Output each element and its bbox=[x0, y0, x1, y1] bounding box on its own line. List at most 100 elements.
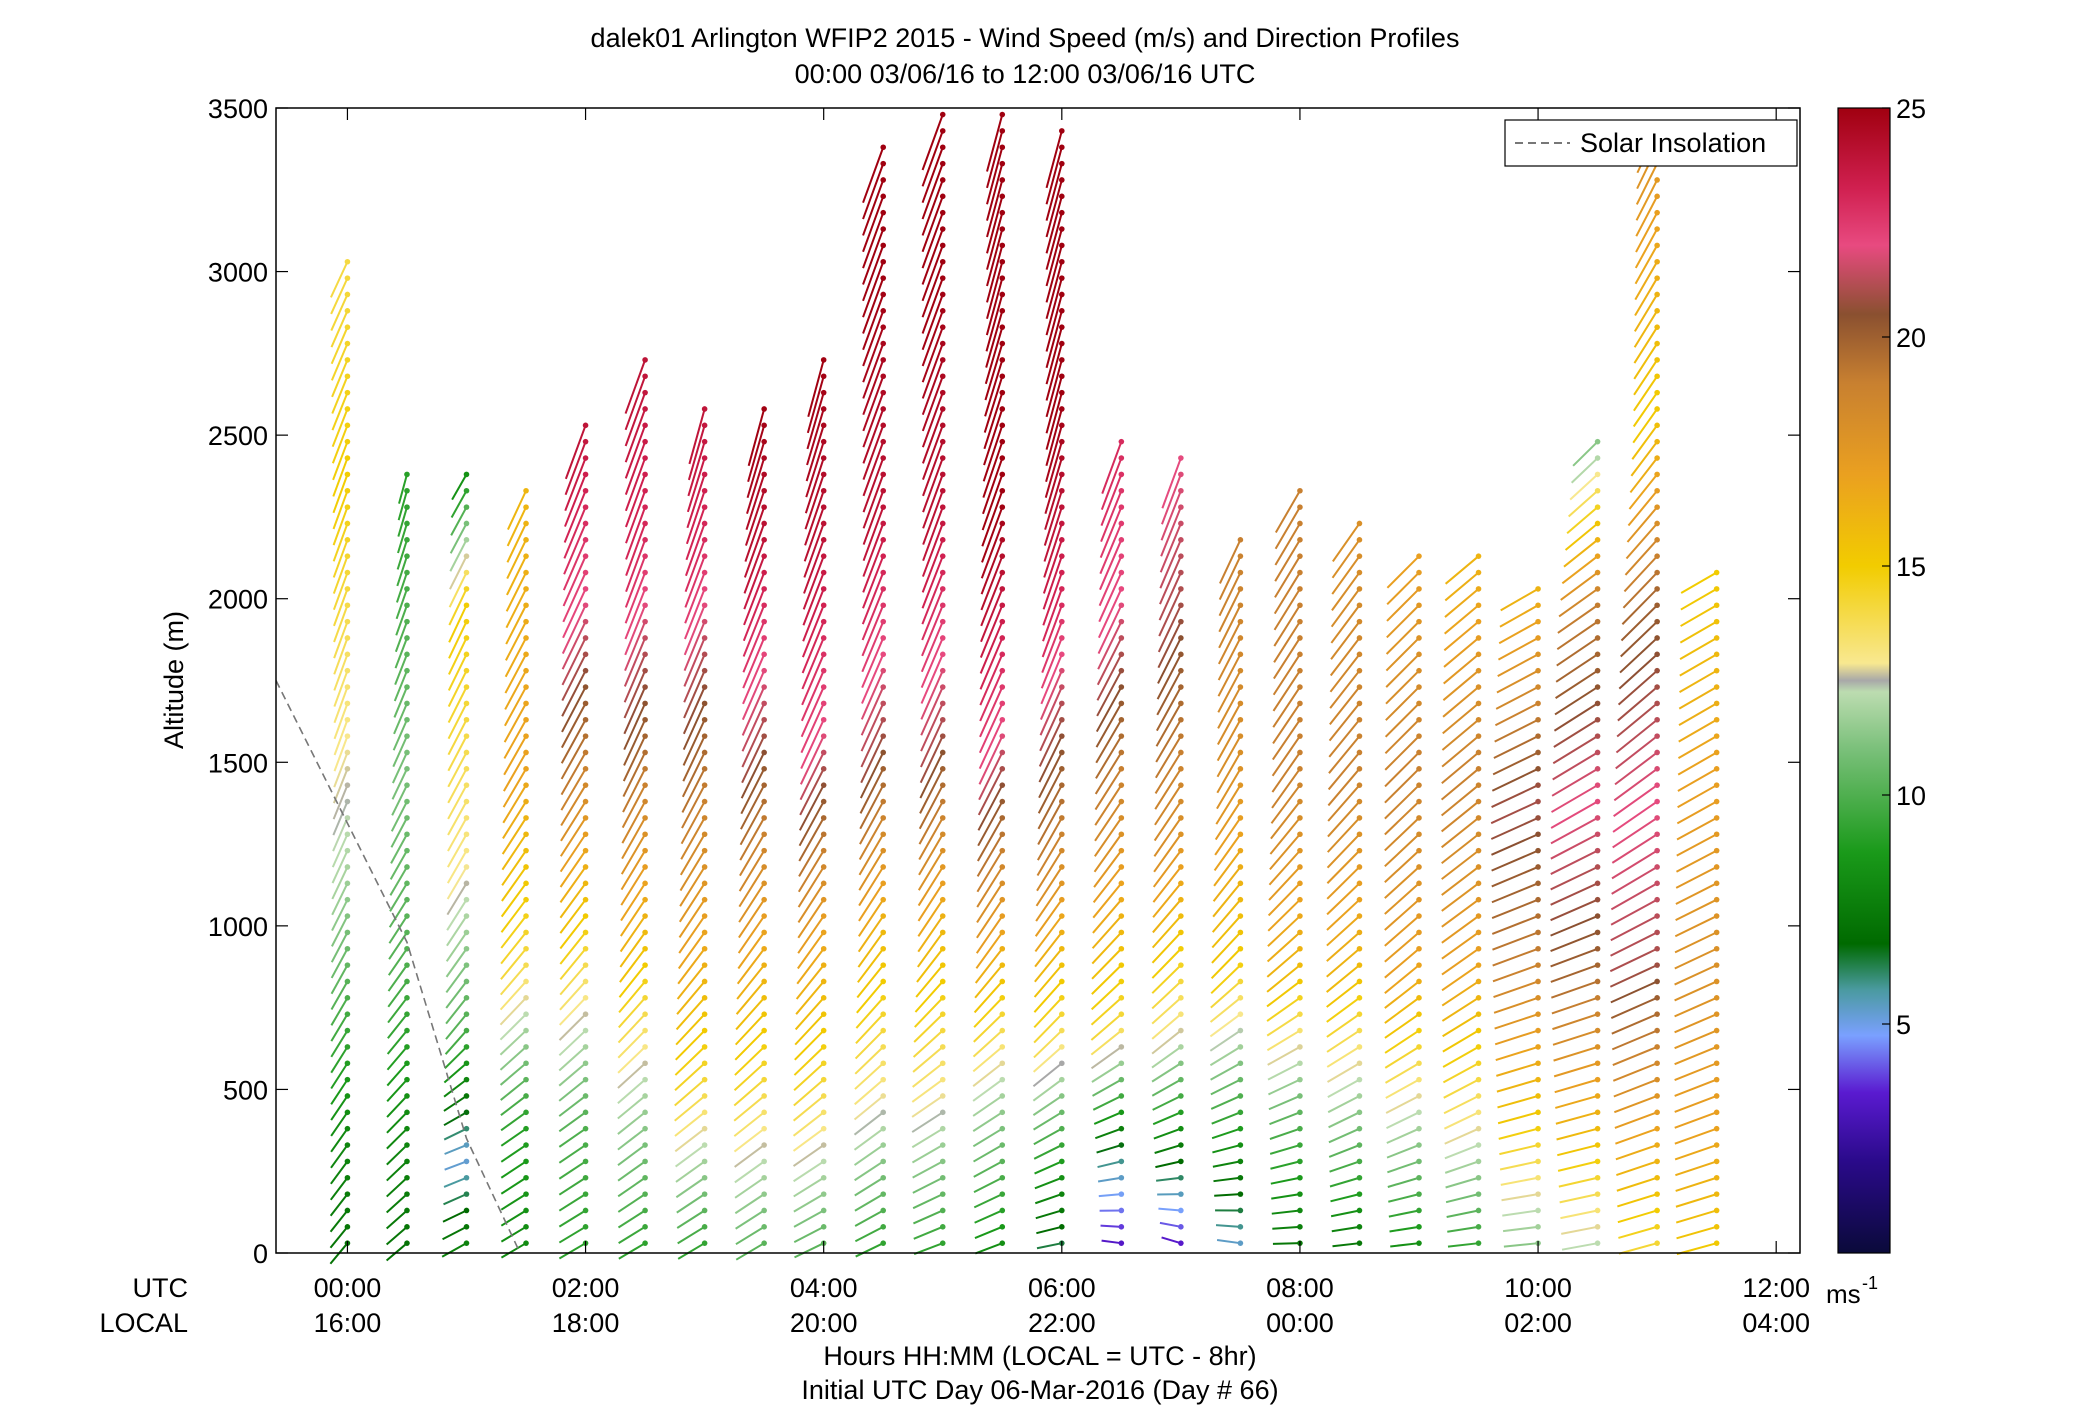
wind-vector bbox=[1494, 702, 1539, 727]
wind-point bbox=[1356, 1142, 1363, 1148]
wind-vector bbox=[449, 555, 468, 590]
wind-point bbox=[1178, 733, 1184, 739]
wind-vector bbox=[1491, 784, 1539, 808]
wind-vector bbox=[624, 408, 647, 463]
wind-vector bbox=[1611, 849, 1658, 880]
wind-point bbox=[999, 111, 1006, 118]
wind-point bbox=[1475, 880, 1482, 887]
wind-point bbox=[939, 1142, 946, 1148]
wind-vector bbox=[1271, 768, 1301, 809]
wind-point bbox=[880, 487, 887, 494]
wind-vector bbox=[1152, 1111, 1182, 1126]
wind-point bbox=[642, 913, 648, 919]
wind-point bbox=[761, 1011, 767, 1017]
wind-point bbox=[1059, 1109, 1065, 1116]
wind-vector bbox=[559, 948, 587, 980]
wind-point bbox=[1118, 602, 1125, 609]
wind-point bbox=[939, 1125, 946, 1132]
x-tick-label-local: 00:00 bbox=[1266, 1308, 1334, 1338]
wind-point bbox=[1713, 782, 1720, 788]
wind-vector bbox=[386, 1127, 408, 1150]
wind-vector bbox=[623, 686, 647, 735]
wind-point bbox=[523, 945, 529, 952]
wind-vector bbox=[1441, 980, 1480, 1007]
wind-vector bbox=[1610, 931, 1658, 957]
wind-point bbox=[1713, 880, 1720, 887]
wind-vector bbox=[1158, 572, 1182, 621]
wind-point bbox=[344, 389, 351, 396]
wind-point bbox=[582, 422, 589, 429]
wind-point bbox=[523, 602, 529, 609]
wind-vector bbox=[799, 768, 825, 816]
wind-point bbox=[582, 1011, 589, 1017]
wind-point bbox=[1118, 487, 1125, 494]
wind-point bbox=[1713, 798, 1720, 805]
wind-point bbox=[523, 1060, 529, 1067]
wind-vector bbox=[560, 784, 587, 827]
wind-point bbox=[1297, 1224, 1303, 1230]
wind-vector bbox=[1556, 637, 1599, 667]
wind-point bbox=[820, 1191, 827, 1197]
wind-vector bbox=[1328, 719, 1361, 758]
wind-vector bbox=[976, 833, 1004, 877]
wind-point bbox=[820, 896, 827, 903]
wind-point bbox=[880, 586, 887, 592]
wind-point bbox=[344, 896, 351, 903]
wind-point bbox=[1713, 1142, 1720, 1148]
wind-vector bbox=[741, 702, 766, 752]
wind-point bbox=[404, 586, 410, 592]
wind-point bbox=[701, 1044, 708, 1050]
wind-vector bbox=[1384, 768, 1420, 804]
wind-point bbox=[1475, 945, 1482, 952]
wind-point bbox=[404, 831, 410, 838]
wind-point bbox=[999, 226, 1006, 232]
wind-vector bbox=[1266, 1029, 1301, 1052]
wind-point bbox=[1475, 586, 1482, 592]
wind-point bbox=[1297, 995, 1303, 1001]
wind-point bbox=[1059, 815, 1065, 821]
wind-vector bbox=[1384, 866, 1420, 899]
wind-point bbox=[1059, 160, 1065, 167]
wind-vector bbox=[500, 1111, 527, 1132]
wind-point bbox=[1178, 1240, 1184, 1246]
wind-vector bbox=[1036, 1225, 1063, 1235]
wind-point bbox=[1713, 1011, 1720, 1017]
wind-point bbox=[1535, 749, 1541, 756]
wind-point bbox=[1416, 586, 1422, 592]
wind-vector bbox=[1094, 751, 1123, 795]
wind-point bbox=[1594, 586, 1601, 592]
wind-vector bbox=[1160, 506, 1182, 557]
wind-vector bbox=[1676, 849, 1718, 873]
wind-vector bbox=[742, 604, 766, 657]
wind-vector bbox=[500, 948, 527, 980]
wind-point bbox=[820, 766, 827, 772]
wind-vector bbox=[797, 915, 825, 954]
wind-point bbox=[1594, 929, 1601, 936]
wind-point bbox=[1178, 700, 1184, 707]
wind-point bbox=[642, 716, 648, 723]
wind-point bbox=[939, 438, 946, 445]
wind-vector bbox=[1501, 1193, 1539, 1202]
wind-point bbox=[582, 978, 589, 985]
wind-point bbox=[344, 537, 351, 543]
wind-vector bbox=[687, 425, 706, 481]
wind-point bbox=[642, 1224, 648, 1230]
wind-vector bbox=[1384, 719, 1420, 755]
wind-vector bbox=[1326, 833, 1361, 869]
wind-vector bbox=[330, 326, 349, 365]
wind-vector bbox=[1032, 1046, 1063, 1073]
wind-point bbox=[1356, 1027, 1363, 1034]
wind-point bbox=[820, 1044, 827, 1050]
wind-point bbox=[1416, 995, 1422, 1001]
wind-point bbox=[642, 847, 648, 854]
wind-point bbox=[1594, 978, 1601, 985]
wind-vector bbox=[332, 506, 349, 546]
wind-point bbox=[463, 520, 470, 527]
wind-vector bbox=[985, 310, 1004, 368]
wind-vector bbox=[1619, 637, 1658, 674]
wind-vector bbox=[1674, 1078, 1718, 1097]
wind-vector bbox=[1155, 735, 1182, 779]
wind-point bbox=[1594, 553, 1601, 559]
wind-point bbox=[1416, 896, 1422, 903]
wind-point bbox=[1178, 520, 1184, 527]
